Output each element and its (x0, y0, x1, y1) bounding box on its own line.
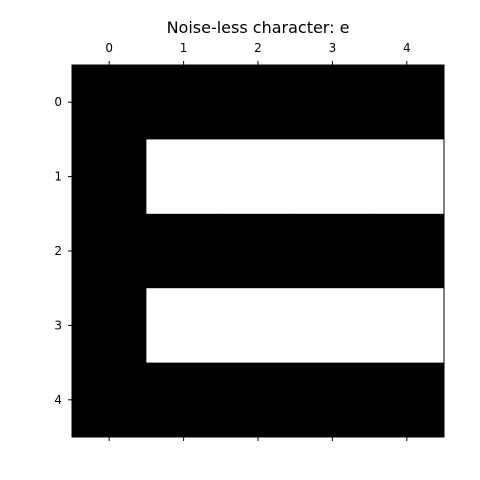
heatmap-cell-r3-c0 (72, 288, 147, 364)
heatmap-cell-r2-c1 (146, 213, 222, 289)
heatmap-cell-r2-c4 (369, 213, 445, 289)
x-tick-label-2: 2 (254, 41, 262, 55)
heatmap-cell-r4-c3 (295, 362, 371, 438)
heatmap-cell-r1-c4 (369, 139, 445, 215)
heatmap-cell-r2-c3 (295, 213, 371, 289)
heatmap-cell-r0-c4 (369, 65, 445, 140)
y-tick-label-0: 0 (54, 95, 62, 109)
heatmap-cell-r4-c4 (369, 362, 445, 438)
heatmap-cell-r0-c3 (295, 65, 371, 140)
heatmap-cell-r1-c3 (295, 139, 371, 215)
y-tick-label-3: 3 (54, 318, 62, 332)
heatmap-cell-r0-c1 (146, 65, 222, 140)
heatmap-cell-r4-c0 (72, 362, 147, 438)
heatmap-cell-r0-c0 (72, 65, 147, 140)
plot-frame (71, 64, 445, 438)
heatmap-cell-r4-c2 (220, 362, 296, 438)
heatmap-cell-r2-c0 (72, 213, 147, 289)
heatmap-cells (72, 65, 445, 438)
x-tick-label-0: 0 (105, 41, 113, 55)
heatmap-cell-r1-c2 (220, 139, 296, 215)
heatmap-cell-r4-c1 (146, 362, 222, 438)
heatmap-cell-r3-c3 (295, 288, 371, 364)
x-tick-label-3: 3 (329, 41, 337, 55)
axis-ticks: 0 1 2 3 4 0 1 2 3 4 (54, 41, 411, 441)
heatmap-cell-r3-c4 (369, 288, 445, 364)
heatmap-cell-r3-c2 (220, 288, 296, 364)
chart-title: Noise-less character: e (167, 18, 350, 37)
x-tick-label-1: 1 (180, 41, 188, 55)
y-tick-label-1: 1 (54, 170, 62, 184)
heatmap-cell-r2-c2 (220, 213, 296, 289)
heatmap-cell-r1-c1 (146, 139, 222, 215)
heatmap-cell-r0-c2 (220, 65, 296, 140)
heatmap-cell-r1-c0 (72, 139, 147, 215)
y-tick-label-2: 2 (54, 244, 62, 258)
x-tick-label-4: 4 (403, 41, 411, 55)
y-tick-label-4: 4 (54, 393, 62, 407)
heatmap-cell-r3-c1 (146, 288, 222, 364)
